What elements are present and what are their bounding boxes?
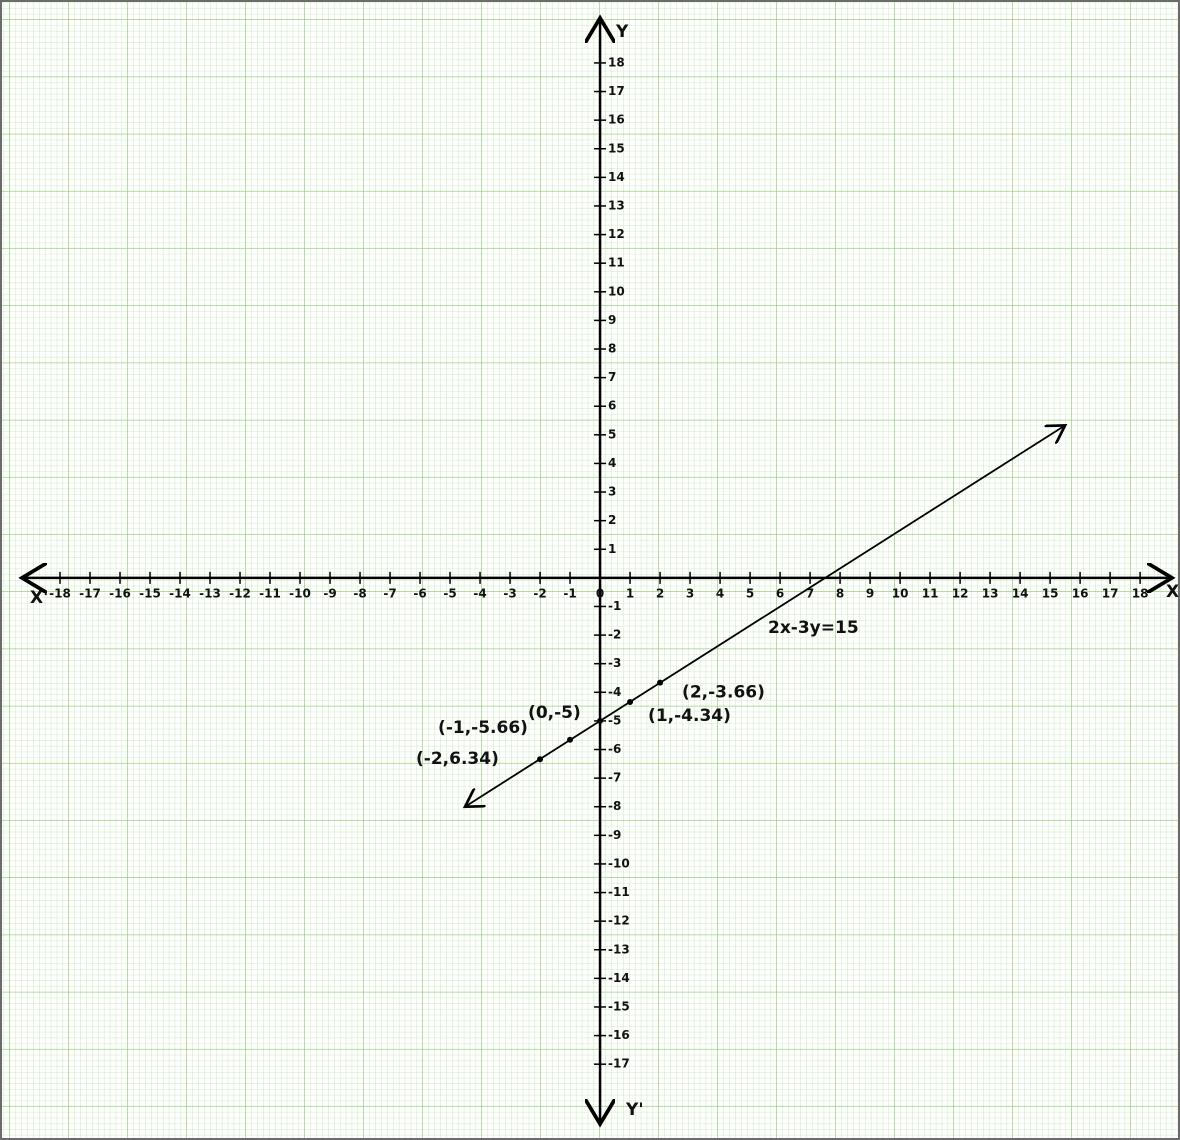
axis-label: X' — [30, 588, 48, 608]
y-tick-label: 5 — [608, 427, 616, 441]
point-label: (0,-5) — [528, 703, 581, 723]
y-tick-label: -6 — [608, 742, 621, 756]
x-tick-label: 5 — [746, 586, 754, 600]
y-tick-label: 12 — [608, 227, 625, 241]
x-tick-label: 15 — [1042, 586, 1059, 600]
x-tick-label: -12 — [229, 586, 251, 600]
y-tick-label: -7 — [608, 771, 621, 785]
x-tick-label: -8 — [353, 586, 366, 600]
y-tick-label: -8 — [608, 799, 621, 813]
x-tick-label: 2 — [656, 586, 664, 600]
x-tick-label: -10 — [289, 586, 311, 600]
point — [537, 756, 544, 763]
x-tick-label: -7 — [383, 586, 396, 600]
x-tick-label: 13 — [982, 586, 999, 600]
x-tick-label: 9 — [866, 586, 874, 600]
x-tick-label: 4 — [716, 586, 724, 600]
y-tick-label: -13 — [608, 942, 630, 956]
y-tick-label: 10 — [608, 284, 625, 298]
y-tick-label: -12 — [608, 914, 630, 928]
y-tick-label: 18 — [608, 55, 625, 69]
point — [597, 717, 604, 724]
x-tick-label: 1 — [626, 586, 634, 600]
point-label: (-2,6.34) — [416, 749, 499, 769]
x-tick-label: -1 — [563, 586, 576, 600]
y-tick-label: 6 — [608, 399, 616, 413]
x-tick-label: 11 — [922, 586, 939, 600]
x-tick-label: 18 — [1132, 586, 1149, 600]
y-tick-label: -10 — [608, 856, 630, 870]
y-tick-label: -9 — [608, 828, 621, 842]
y-tick-label: 3 — [608, 485, 616, 499]
y-tick-label: -14 — [608, 971, 630, 985]
point-label: (2,-3.66) — [682, 683, 765, 703]
x-tick-label: 3 — [686, 586, 694, 600]
point-label: (-1,-5.66) — [438, 718, 528, 738]
y-tick-label: 15 — [608, 141, 625, 155]
x-tick-label: -4 — [473, 586, 486, 600]
y-tick-label: 14 — [608, 170, 625, 184]
x-tick-label: -13 — [199, 586, 221, 600]
y-tick-label: -2 — [608, 628, 621, 642]
x-tick-label: -18 — [49, 586, 71, 600]
axis-label: Y' — [625, 1100, 644, 1120]
x-tick-label: -14 — [169, 586, 191, 600]
y-tick-label: 9 — [608, 313, 616, 327]
x-tick-label: 0 — [596, 586, 604, 600]
y-tick-label: 11 — [608, 256, 625, 270]
x-tick-label: 10 — [892, 586, 909, 600]
x-tick-label: 6 — [776, 586, 784, 600]
y-tick-label: -15 — [608, 999, 630, 1013]
equation-label: 2x-3y=15 — [768, 618, 859, 638]
x-tick-label: -16 — [109, 586, 131, 600]
y-tick-label: -11 — [608, 885, 630, 899]
equation-line — [465, 425, 1065, 806]
y-tick-label: -3 — [608, 656, 621, 670]
x-tick-label: -15 — [139, 586, 161, 600]
y-tick-label: 1 — [608, 542, 616, 556]
x-tick-label: 17 — [1102, 586, 1119, 600]
y-tick-label: 7 — [608, 370, 616, 384]
axis-label: Y — [615, 22, 629, 42]
point-label: (1,-4.34) — [648, 706, 731, 726]
y-tick-label: -17 — [608, 1057, 630, 1071]
y-tick-label: -4 — [608, 685, 621, 699]
x-tick-label: -6 — [413, 586, 426, 600]
x-tick-label: -9 — [323, 586, 336, 600]
point — [657, 679, 664, 686]
x-tick-label: 8 — [836, 586, 844, 600]
y-tick-label: 4 — [608, 456, 616, 470]
point — [567, 736, 574, 743]
x-tick-label: 14 — [1012, 586, 1029, 600]
x-tick-label: -17 — [79, 586, 101, 600]
x-tick-label: -11 — [259, 586, 281, 600]
y-tick-label: -16 — [608, 1028, 630, 1042]
x-tick-label: -5 — [443, 586, 456, 600]
x-tick-label: -2 — [533, 586, 546, 600]
y-tick-label: -1 — [608, 599, 621, 613]
y-tick-label: 8 — [608, 342, 616, 356]
y-tick-label: 17 — [608, 84, 625, 98]
x-tick-label: 12 — [952, 586, 969, 600]
x-tick-label: 16 — [1072, 586, 1089, 600]
axis-label: X — [1166, 582, 1179, 602]
y-tick-label: 2 — [608, 513, 616, 527]
x-tick-label: -3 — [503, 586, 516, 600]
y-tick-label: 13 — [608, 198, 625, 212]
y-tick-label: 16 — [608, 113, 625, 127]
point — [627, 699, 634, 706]
